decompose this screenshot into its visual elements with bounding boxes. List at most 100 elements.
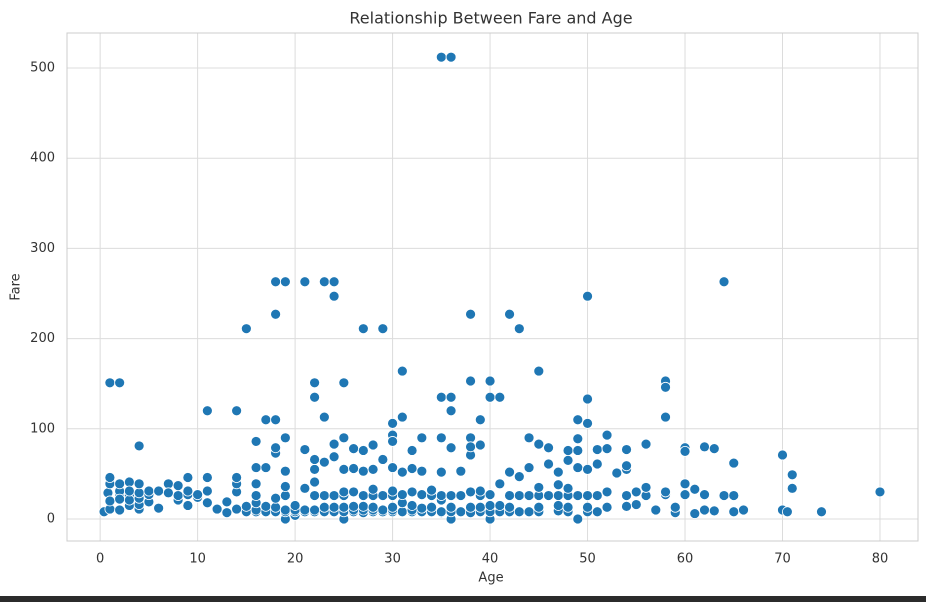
point bbox=[465, 501, 476, 513]
point bbox=[221, 496, 233, 508]
point bbox=[309, 490, 320, 501]
point bbox=[221, 507, 233, 519]
point bbox=[357, 500, 369, 512]
point bbox=[318, 456, 330, 468]
point bbox=[367, 501, 379, 513]
point bbox=[582, 417, 593, 429]
point bbox=[494, 500, 506, 511]
point bbox=[660, 411, 671, 423]
point bbox=[348, 443, 359, 455]
x-tick-label: 60 bbox=[677, 552, 694, 567]
point bbox=[328, 276, 340, 288]
point bbox=[377, 490, 389, 501]
point bbox=[162, 487, 174, 499]
point bbox=[201, 472, 213, 483]
point bbox=[621, 490, 632, 501]
point bbox=[445, 405, 457, 417]
point bbox=[582, 490, 593, 501]
point bbox=[406, 500, 418, 511]
point bbox=[474, 485, 486, 497]
point bbox=[504, 308, 515, 320]
point bbox=[328, 451, 340, 463]
point bbox=[270, 276, 282, 288]
point bbox=[601, 486, 613, 498]
point bbox=[396, 411, 408, 423]
point bbox=[533, 482, 545, 493]
point bbox=[874, 486, 886, 498]
point bbox=[309, 377, 320, 389]
point bbox=[591, 506, 603, 518]
point bbox=[338, 463, 350, 475]
point bbox=[465, 432, 476, 444]
point bbox=[650, 504, 662, 516]
point bbox=[279, 276, 291, 288]
point bbox=[533, 365, 545, 377]
point bbox=[455, 465, 467, 477]
point bbox=[231, 503, 243, 515]
point bbox=[348, 486, 359, 498]
point bbox=[387, 436, 398, 447]
point bbox=[416, 489, 428, 501]
point bbox=[172, 480, 184, 492]
point bbox=[328, 490, 340, 501]
point bbox=[357, 323, 369, 335]
point bbox=[123, 485, 135, 497]
point bbox=[260, 500, 272, 512]
point bbox=[270, 442, 282, 454]
point bbox=[318, 276, 330, 288]
point bbox=[523, 432, 535, 444]
point bbox=[435, 391, 447, 403]
point bbox=[309, 391, 320, 403]
point bbox=[114, 504, 126, 516]
y-tick-label: 200 bbox=[30, 331, 55, 346]
plot-frame bbox=[66, 32, 919, 542]
point bbox=[513, 323, 525, 335]
point bbox=[172, 490, 184, 501]
point bbox=[192, 489, 204, 501]
point bbox=[309, 454, 320, 465]
point bbox=[357, 465, 369, 477]
point bbox=[435, 506, 447, 518]
point bbox=[591, 444, 603, 455]
point bbox=[484, 391, 496, 403]
point bbox=[552, 466, 564, 478]
point bbox=[318, 501, 330, 513]
point bbox=[299, 444, 311, 455]
x-tick-label: 80 bbox=[872, 552, 889, 567]
point bbox=[201, 497, 213, 509]
point bbox=[104, 472, 116, 483]
x-tick-label: 20 bbox=[287, 552, 304, 567]
point bbox=[484, 489, 496, 501]
point bbox=[777, 449, 788, 461]
y-tick-label: 0 bbox=[47, 511, 55, 526]
point bbox=[582, 501, 593, 513]
point bbox=[679, 478, 691, 490]
x-tick-label: 0 bbox=[96, 552, 104, 567]
bottom-bar bbox=[0, 596, 926, 602]
point bbox=[260, 414, 272, 426]
point bbox=[338, 377, 350, 389]
y-tick-label: 100 bbox=[30, 421, 55, 436]
y-tick-label: 500 bbox=[30, 60, 55, 75]
point bbox=[182, 500, 194, 511]
point bbox=[513, 506, 525, 518]
point bbox=[133, 440, 145, 452]
point bbox=[396, 365, 408, 377]
point bbox=[621, 444, 632, 455]
point bbox=[504, 466, 515, 478]
point bbox=[231, 472, 243, 483]
point bbox=[582, 290, 593, 302]
point bbox=[562, 482, 574, 494]
point bbox=[621, 500, 632, 512]
point bbox=[143, 485, 155, 497]
chart-title: Relationship Between Fare and Age bbox=[349, 9, 632, 28]
point bbox=[679, 489, 691, 501]
point bbox=[718, 490, 730, 501]
point bbox=[601, 501, 613, 513]
point bbox=[572, 513, 584, 525]
point bbox=[669, 501, 681, 513]
point bbox=[445, 391, 457, 403]
point bbox=[484, 375, 496, 387]
point bbox=[406, 486, 418, 498]
point bbox=[591, 458, 603, 470]
